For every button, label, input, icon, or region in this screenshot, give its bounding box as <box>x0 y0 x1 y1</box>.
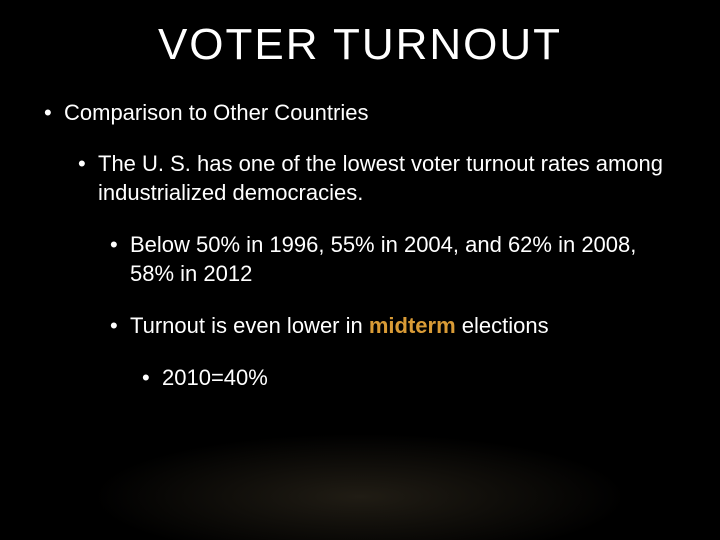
bullet-level2: The U. S. has one of the lowest voter tu… <box>74 150 680 207</box>
bullet-text-post: elections <box>456 313 549 338</box>
slide-title: VOTER TURNOUT <box>40 20 680 70</box>
bullet-level3-highlight: Turnout is even lower in midterm electio… <box>106 312 680 341</box>
bullet-text: 2010=40% <box>162 365 268 390</box>
slide: VOTER TURNOUT Comparison to Other Countr… <box>0 0 720 540</box>
bullet-level3: Below 50% in 1996, 55% in 2004, and 62% … <box>106 231 680 288</box>
bullet-list: Comparison to Other Countries The U. S. … <box>40 100 680 391</box>
bullet-level1: Comparison to Other Countries <box>40 100 680 126</box>
bullet-text: Below 50% in 1996, 55% in 2004, and 62% … <box>130 232 636 286</box>
bullet-text-pre: Turnout is even lower in <box>130 313 369 338</box>
bullet-level4: 2010=40% <box>138 365 680 391</box>
highlight-word: midterm <box>369 313 456 338</box>
bullet-text: Comparison to Other Countries <box>64 100 368 125</box>
bullet-text: The U. S. has one of the lowest voter tu… <box>98 151 663 205</box>
